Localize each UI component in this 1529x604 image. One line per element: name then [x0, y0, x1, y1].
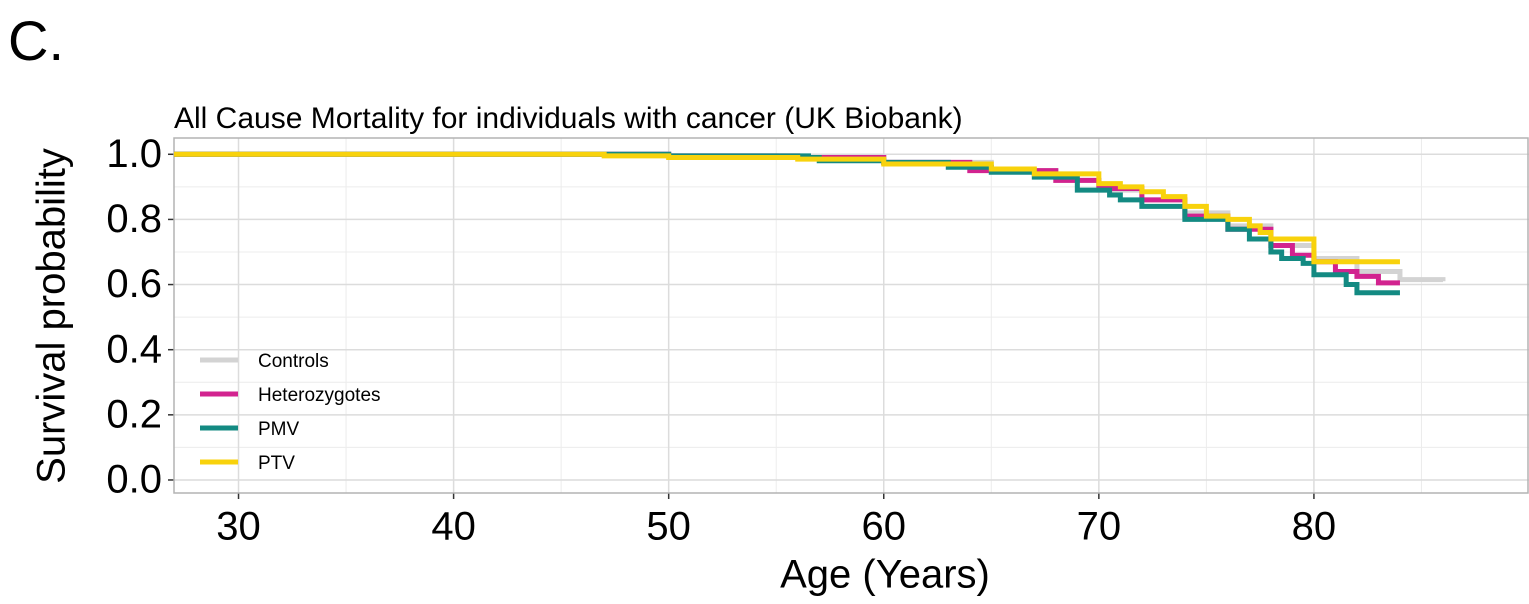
legend-label: Controls	[258, 351, 329, 372]
y-tick-label: 0.8	[106, 197, 162, 241]
y-tick-label: 0.4	[106, 327, 162, 371]
x-tick-label: 70	[1077, 505, 1122, 549]
x-axis-label: Age (Years)	[780, 553, 990, 597]
panel-label: C.	[8, 9, 64, 72]
survival-curve	[174, 151, 1400, 265]
survival-curve	[174, 151, 1400, 296]
legend-label: PTV	[258, 453, 295, 474]
survival-curve	[174, 151, 1446, 283]
y-tick-label: 0.6	[106, 262, 162, 306]
legend-label: PMV	[258, 419, 300, 440]
x-tick-label: 50	[646, 505, 691, 549]
plot-border	[173, 137, 1529, 494]
y-tick-label: 0.2	[106, 392, 162, 436]
x-tick-label: 60	[862, 505, 907, 549]
x-tick-label: 40	[431, 505, 476, 549]
y-axis-label: Survival probability	[30, 148, 74, 484]
legend-label: Heterozygotes	[258, 385, 381, 406]
y-tick-label: 1.0	[106, 132, 162, 176]
chart-title: All Cause Mortality for individuals with…	[174, 102, 963, 135]
y-tick-label: 0.0	[106, 458, 162, 502]
x-tick-label: 80	[1292, 505, 1337, 549]
x-tick-label: 30	[216, 505, 261, 549]
